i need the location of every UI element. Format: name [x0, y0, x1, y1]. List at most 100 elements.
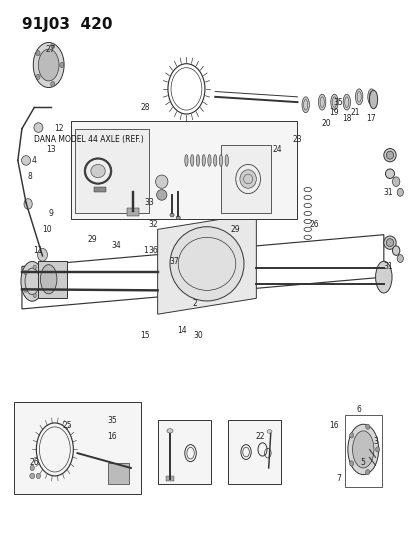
Ellipse shape	[330, 94, 337, 110]
Ellipse shape	[396, 188, 402, 196]
Text: 31: 31	[382, 188, 392, 197]
Text: 26: 26	[29, 458, 39, 467]
Text: 27: 27	[46, 45, 55, 54]
Text: 3: 3	[372, 437, 377, 446]
Text: 16: 16	[107, 432, 117, 441]
Ellipse shape	[367, 89, 374, 105]
Ellipse shape	[196, 155, 199, 166]
Circle shape	[39, 279, 42, 284]
Bar	[75, 128, 149, 214]
Text: 13: 13	[46, 146, 55, 155]
Ellipse shape	[166, 429, 173, 433]
Text: 36: 36	[148, 246, 158, 255]
Text: 29: 29	[230, 225, 240, 234]
Text: 24: 24	[271, 146, 281, 155]
Ellipse shape	[170, 227, 243, 301]
Text: 35: 35	[107, 416, 117, 425]
Text: 29: 29	[87, 236, 97, 245]
Circle shape	[38, 248, 47, 261]
Ellipse shape	[21, 262, 43, 301]
Text: 30: 30	[193, 331, 203, 340]
Circle shape	[365, 470, 369, 475]
Bar	[166, 476, 174, 481]
Ellipse shape	[219, 155, 222, 166]
Ellipse shape	[207, 155, 211, 166]
Ellipse shape	[355, 89, 362, 105]
Ellipse shape	[156, 190, 166, 200]
Text: 32: 32	[148, 220, 158, 229]
Text: 28: 28	[140, 103, 150, 112]
Ellipse shape	[213, 155, 216, 166]
Text: 10: 10	[42, 225, 51, 234]
Ellipse shape	[318, 94, 325, 110]
Circle shape	[365, 424, 369, 430]
Text: DANA MODEL 44 AXLE (REF.): DANA MODEL 44 AXLE (REF.)	[34, 135, 144, 144]
Circle shape	[36, 51, 40, 56]
Ellipse shape	[38, 49, 59, 81]
Text: 9: 9	[48, 209, 53, 218]
Text: 12: 12	[54, 124, 64, 133]
Ellipse shape	[40, 265, 57, 294]
Ellipse shape	[155, 175, 168, 188]
Ellipse shape	[383, 149, 395, 162]
Ellipse shape	[36, 473, 40, 479]
Ellipse shape	[347, 424, 378, 474]
Text: 26: 26	[309, 220, 318, 229]
Ellipse shape	[368, 90, 377, 109]
Text: 14: 14	[177, 326, 187, 335]
Bar	[94, 187, 106, 192]
Text: 8: 8	[28, 172, 33, 181]
Text: 37: 37	[169, 257, 178, 265]
Bar	[344, 415, 381, 487]
Ellipse shape	[392, 177, 399, 187]
Ellipse shape	[301, 97, 309, 113]
Ellipse shape	[225, 155, 228, 166]
Ellipse shape	[21, 156, 31, 165]
Text: 5: 5	[360, 458, 365, 467]
Ellipse shape	[385, 169, 394, 179]
Text: 1: 1	[142, 246, 147, 255]
Ellipse shape	[34, 123, 43, 132]
Polygon shape	[157, 214, 256, 314]
Ellipse shape	[385, 151, 393, 159]
Ellipse shape	[342, 94, 350, 110]
Circle shape	[59, 62, 64, 68]
Ellipse shape	[90, 165, 105, 177]
Text: 6: 6	[356, 405, 361, 414]
Text: 31: 31	[382, 262, 392, 271]
Text: 23: 23	[292, 135, 301, 144]
Text: 2: 2	[192, 299, 197, 308]
Circle shape	[349, 461, 353, 466]
Bar	[108, 463, 128, 484]
Circle shape	[36, 74, 40, 79]
Bar	[14, 402, 141, 495]
Text: 34: 34	[112, 241, 121, 250]
Bar	[221, 144, 270, 214]
Ellipse shape	[30, 473, 35, 479]
Circle shape	[24, 199, 32, 209]
Ellipse shape	[352, 431, 373, 468]
Ellipse shape	[184, 155, 188, 166]
Text: 17: 17	[366, 114, 375, 123]
Text: 19: 19	[329, 108, 339, 117]
Ellipse shape	[170, 213, 174, 217]
Text: 20: 20	[320, 119, 330, 128]
Text: 35: 35	[333, 98, 343, 107]
Text: 18: 18	[341, 114, 351, 123]
Text: 16: 16	[329, 421, 339, 430]
Ellipse shape	[266, 430, 271, 433]
Text: 11: 11	[33, 246, 43, 255]
Text: 91J03  420: 91J03 420	[22, 17, 112, 33]
Bar	[157, 420, 211, 484]
Text: 33: 33	[144, 198, 154, 207]
Circle shape	[33, 265, 36, 269]
Ellipse shape	[239, 169, 256, 188]
Circle shape	[375, 447, 379, 452]
Ellipse shape	[33, 43, 64, 87]
Text: 4: 4	[32, 156, 37, 165]
Ellipse shape	[375, 261, 391, 293]
Text: 7: 7	[335, 474, 340, 483]
Ellipse shape	[385, 239, 393, 247]
Ellipse shape	[396, 255, 402, 263]
Bar	[71, 120, 297, 219]
